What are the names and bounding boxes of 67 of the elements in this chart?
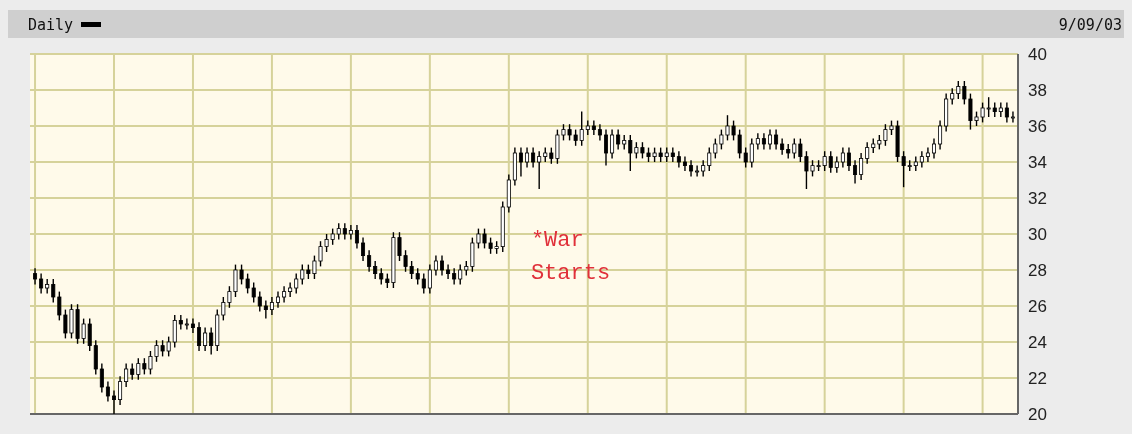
- candlestick: [118, 375, 123, 406]
- chart-title: Daily: [28, 16, 74, 34]
- candlestick: [840, 146, 845, 169]
- candlestick: [591, 119, 596, 136]
- candlestick: [531, 146, 536, 169]
- candlestick: [446, 263, 451, 280]
- candlestick: [203, 326, 208, 352]
- candlestick: [774, 128, 779, 151]
- candlestick: [670, 146, 675, 163]
- candlestick: [682, 155, 687, 172]
- candlestick: [768, 128, 772, 151]
- candlestick: [932, 137, 936, 160]
- candlestick: [421, 272, 426, 295]
- y-tick-label: 28: [1028, 260, 1047, 280]
- candlestick: [610, 128, 615, 160]
- candlestick: [93, 339, 98, 376]
- candlestick: [518, 146, 523, 178]
- candlestick: [294, 272, 299, 295]
- candlestick: [367, 249, 372, 273]
- candlestick: [99, 362, 104, 394]
- candlestick: [354, 224, 359, 250]
- candlestick: [257, 290, 262, 313]
- candlestick: [112, 389, 116, 415]
- y-tick-label: 26: [1028, 296, 1047, 316]
- candlestick: [925, 146, 930, 163]
- candlestick: [525, 146, 530, 169]
- candlestick: [105, 380, 110, 403]
- candlestick: [197, 321, 202, 352]
- y-tick-label: 20: [1028, 404, 1047, 424]
- candlestick: [190, 317, 195, 334]
- candlestick: [616, 128, 621, 151]
- y-tick-label: 38: [1028, 80, 1047, 100]
- candlestick: [938, 119, 943, 151]
- y-tick-label: 34: [1028, 152, 1047, 172]
- candlestick: [124, 362, 129, 388]
- candlestick: [846, 146, 851, 172]
- y-tick-label: 36: [1028, 116, 1047, 136]
- candlestick: [1004, 101, 1009, 124]
- candlestick: [348, 224, 353, 241]
- annotation: *War Starts: [530, 228, 611, 287]
- candlestick: [178, 314, 183, 331]
- text: 9/09/03: [1058, 16, 1122, 34]
- candlestick: [45, 278, 50, 295]
- candlestick: [1010, 110, 1015, 124]
- y-tick-label: 40: [1028, 44, 1047, 64]
- candlestick: [209, 326, 214, 356]
- candlestick: [853, 159, 858, 185]
- candlestick: [458, 263, 463, 286]
- candlestick: [865, 141, 870, 165]
- candlestick: [184, 317, 189, 331]
- candlestick: [361, 236, 366, 262]
- candlestick: [859, 152, 864, 181]
- candlestick: [263, 299, 268, 320]
- y-tick-label: 30: [1028, 224, 1047, 244]
- candlestick: [695, 164, 700, 178]
- y-tick-label: 22: [1028, 368, 1047, 388]
- candlestick: [39, 272, 44, 295]
- candlestick: [440, 254, 444, 277]
- candlestick: [537, 150, 542, 190]
- candlestick: [288, 281, 293, 298]
- candlestick: [433, 254, 438, 277]
- y-tick-label: 32: [1028, 188, 1047, 208]
- candlestick: [604, 128, 608, 167]
- candlestick: [998, 101, 1003, 118]
- y-tick-label: 24: [1028, 332, 1047, 352]
- candlestick: [427, 263, 432, 295]
- candlestick: [749, 137, 754, 169]
